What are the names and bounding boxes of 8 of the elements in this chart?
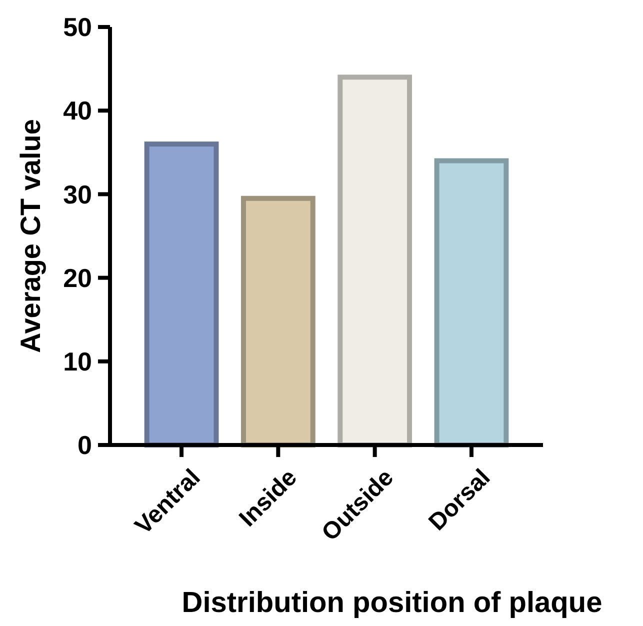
y-tick-label: 50: [63, 12, 92, 42]
y-tick-label: 0: [78, 430, 92, 460]
y-tick-label: 10: [63, 346, 92, 376]
y-tick-label: 40: [63, 96, 92, 126]
x-axis-title: Distribution position of plaque: [182, 587, 602, 619]
y-tick-label: 30: [63, 179, 92, 210]
y-axis-title: Average CT value: [15, 119, 46, 353]
y-tick-label: 20: [63, 262, 92, 293]
